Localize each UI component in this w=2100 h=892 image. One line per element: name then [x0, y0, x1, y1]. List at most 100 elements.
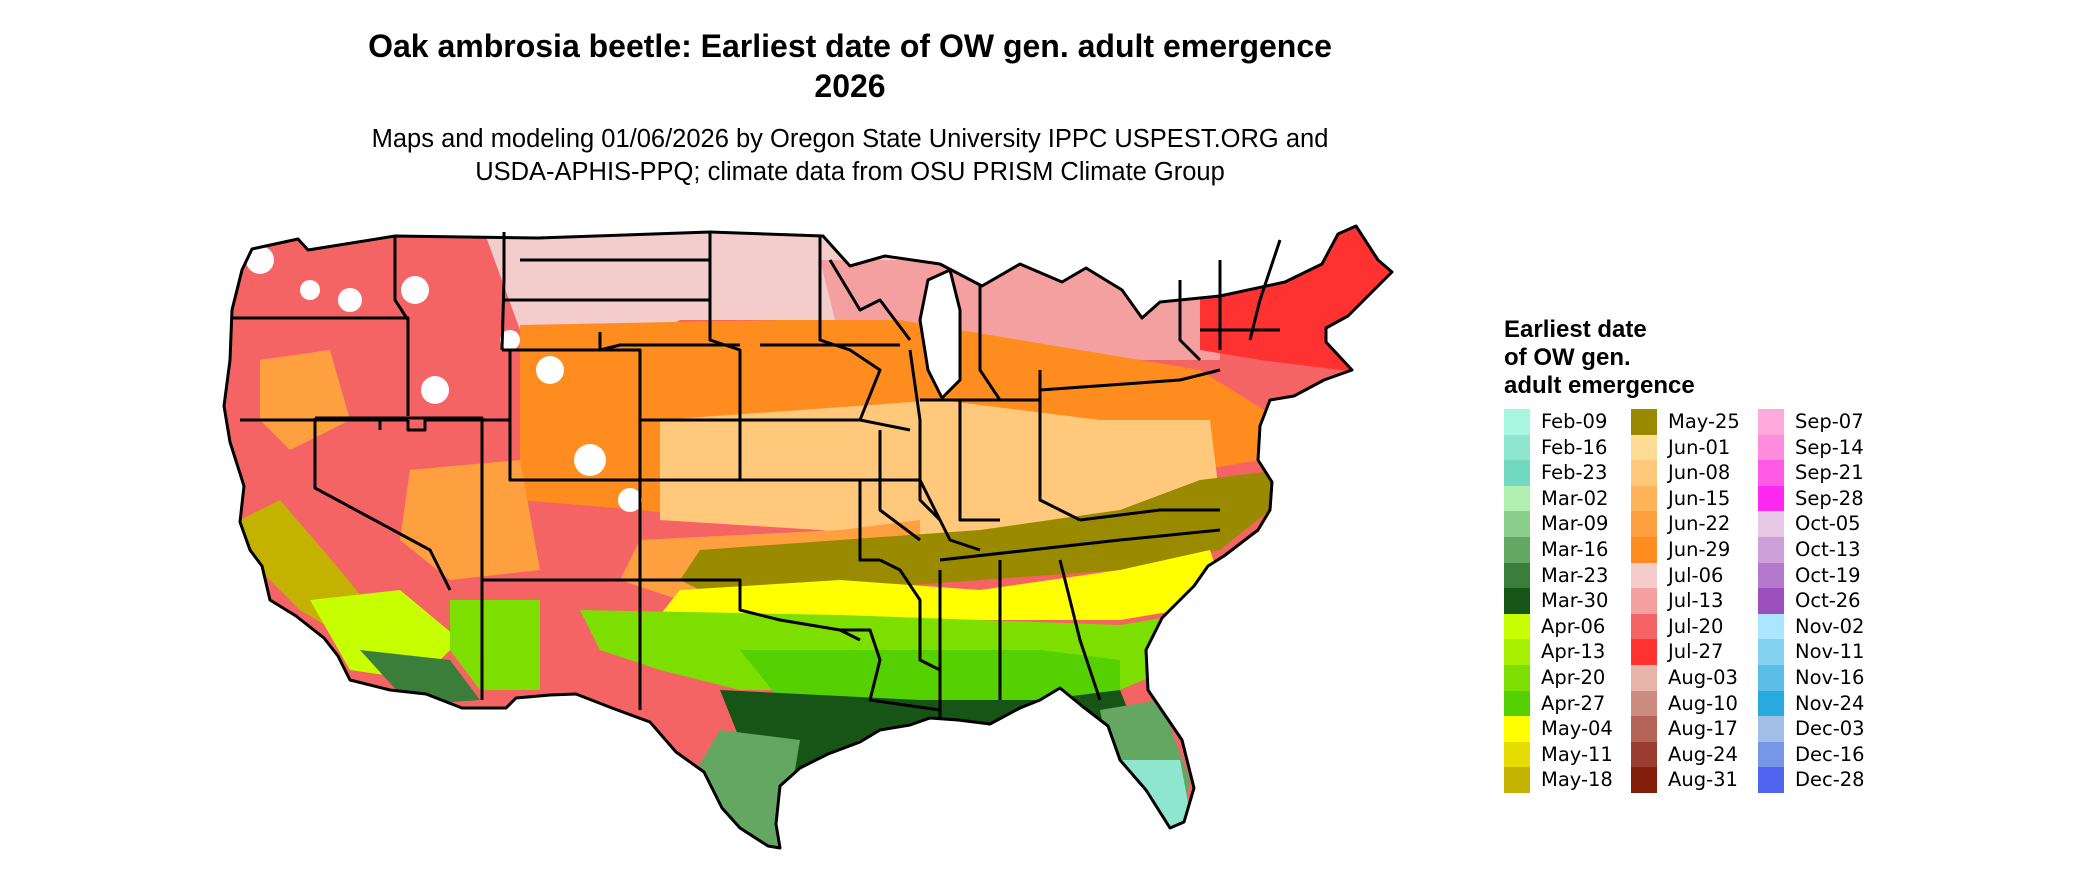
- legend-swatch: [1758, 562, 1784, 589]
- legend-label: Mar-30: [1541, 589, 1609, 613]
- boundary-sd-ne: [599, 343, 740, 352]
- zone-arizona-dark-green: [360, 650, 480, 705]
- legend-swatch: [1758, 434, 1784, 461]
- legend-swatch: [1504, 485, 1530, 512]
- legend-swatch: [1758, 639, 1784, 665]
- boundary-ca-nv: [313, 418, 452, 591]
- legend-label: Feb-09: [1541, 410, 1608, 433]
- legend-swatch: [1504, 716, 1530, 742]
- mountain-snow-3: [338, 288, 362, 312]
- legend-label: Aug-24: [1668, 742, 1738, 766]
- legend-label: May-18: [1541, 768, 1613, 792]
- legend-swatch: [1758, 588, 1784, 614]
- legend-swatch: [1631, 460, 1657, 486]
- legend-swatch: [1758, 741, 1784, 768]
- legend-label: Sep-07: [1795, 410, 1864, 433]
- legend-label: Aug-17: [1668, 717, 1738, 741]
- legend-swatch: [1504, 562, 1530, 589]
- mountain-snow-7: [574, 444, 606, 476]
- boundary-ny-vt: [1178, 280, 1202, 362]
- legend-swatch: [1758, 613, 1784, 640]
- us-outline: [222, 224, 1394, 850]
- legend-label: Oct-26: [1795, 589, 1861, 613]
- legend-swatch: [1504, 741, 1530, 768]
- legend-swatch: [1504, 639, 1530, 665]
- legend-label: Jun-29: [1668, 537, 1731, 561]
- legend-label: Sep-21: [1795, 461, 1864, 485]
- legend-label: Dec-28: [1795, 768, 1865, 792]
- legend-label: Nov-24: [1795, 691, 1865, 715]
- legend-label: Apr-13: [1541, 640, 1606, 664]
- legend-label: May-25: [1668, 410, 1740, 433]
- zone-olive-band: [680, 470, 1280, 600]
- zone-oregon-orange: [260, 350, 350, 450]
- mountain-snow-2: [300, 280, 320, 300]
- legend-label: Nov-16: [1795, 665, 1865, 689]
- boundary-pa-ny: [1039, 368, 1221, 392]
- legend-label: Oct-19: [1795, 563, 1861, 587]
- legend-label: Mar-09: [1541, 512, 1609, 536]
- legend-swatch: [1504, 409, 1530, 435]
- boundary-ga-sc: [1058, 559, 1102, 701]
- legend-title-line-1: Earliest date: [1504, 316, 1647, 343]
- boundary-mn-ia: [818, 236, 882, 421]
- legend-label: Nov-11: [1795, 640, 1865, 664]
- legend-label: Sep-14: [1795, 435, 1864, 459]
- title-line-2: 2026: [814, 68, 886, 104]
- legend-swatch: [1758, 767, 1784, 793]
- boundary-tn-nc: [939, 528, 1221, 562]
- legend-label: May-04: [1541, 717, 1613, 741]
- boundary-tx-la: [840, 628, 941, 712]
- boundary-co-ut: [480, 480, 642, 582]
- legend-label: Jul-06: [1668, 563, 1724, 587]
- legend-swatch: [1504, 434, 1530, 461]
- legend-swatch: [1631, 485, 1657, 512]
- mountain-snow-5: [421, 376, 449, 404]
- legend-swatch: [1631, 613, 1657, 640]
- legend-swatch: [1631, 690, 1657, 717]
- legend-swatch: [1504, 460, 1530, 486]
- boundary-va: [1079, 508, 1220, 522]
- legend-swatch: [1631, 511, 1657, 537]
- legend-label: Mar-23: [1541, 563, 1609, 587]
- legend-swatch: [1758, 664, 1784, 691]
- legend-swatch: [1631, 741, 1657, 768]
- legend-label: Aug-03: [1668, 665, 1738, 689]
- zone-midwest-peach: [660, 400, 1220, 550]
- legend-label: Apr-27: [1541, 691, 1606, 715]
- legend-label: Oct-13: [1795, 537, 1861, 561]
- legend-swatch: [1631, 536, 1657, 563]
- legend-swatch: [1631, 434, 1657, 461]
- subtitle-line-1: Maps and modeling 01/06/2026 by Oregon S…: [371, 125, 1329, 153]
- us-emergence-map: [222, 224, 1394, 850]
- legend-swatch: [1758, 536, 1784, 563]
- legend-label: May-11: [1541, 742, 1613, 766]
- boundary-il-in: [908, 349, 942, 522]
- legend-label: Feb-16: [1541, 435, 1608, 459]
- mountain-snow-4: [401, 276, 429, 304]
- legend-label: Jul-13: [1668, 589, 1724, 613]
- legend-swatch: [1504, 690, 1530, 717]
- boundary-in-oh: [958, 400, 1000, 522]
- map-subtitle: Maps and modeling 01/06/2026 by Oregon S…: [300, 123, 1400, 189]
- subtitle-line-2: USDA-APHIS-PPQ; climate data from OSU PR…: [475, 158, 1225, 186]
- legend-label: Mar-02: [1541, 486, 1609, 510]
- mountain-snow-6: [536, 356, 564, 384]
- legend-swatch: [1504, 536, 1530, 563]
- boundary-ia-mo: [780, 418, 911, 432]
- boundary-wi-mi-up: [828, 259, 912, 341]
- boundary-mt-west: [500, 232, 506, 351]
- legend-label: Aug-31: [1668, 768, 1738, 792]
- legend-swatch: [1631, 716, 1657, 742]
- legend-label: Feb-23: [1541, 461, 1608, 485]
- mountain-snow-8: [618, 488, 642, 512]
- legend-swatch: [1758, 690, 1784, 717]
- boundary-ks-ok-mo: [740, 478, 880, 562]
- boundary-ok-tx: [640, 578, 861, 642]
- legend-swatch: [1504, 511, 1530, 537]
- legend-label: Mar-16: [1541, 537, 1609, 561]
- map-title: Oak ambrosia beetle: Earliest date of OW…: [300, 26, 1400, 106]
- title-line-1: Oak ambrosia beetle: Earliest date of OW…: [368, 28, 1332, 64]
- boundary-oh-pa: [1038, 370, 1081, 522]
- legend-label: Sep-28: [1795, 486, 1864, 510]
